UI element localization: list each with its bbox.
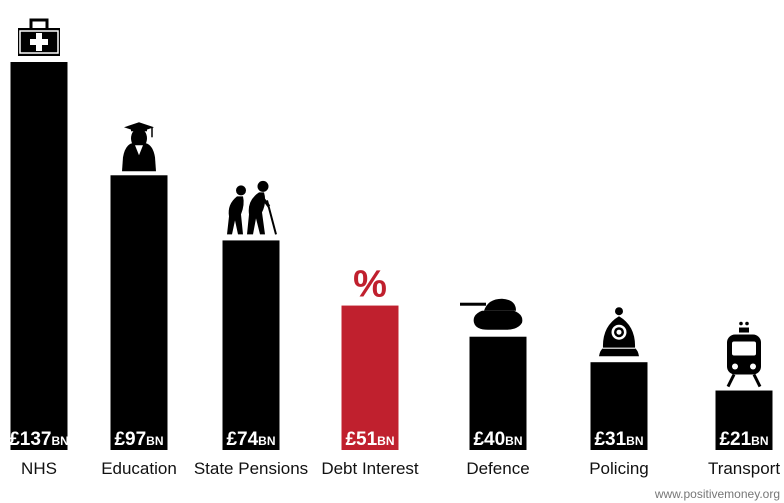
tank-icon <box>460 298 523 330</box>
category-label-education: Education <box>101 459 177 478</box>
category-label-transport: Transport <box>708 459 780 478</box>
svg-text:%: % <box>353 264 387 306</box>
police-helmet-icon <box>599 307 639 357</box>
bar-transport <box>715 390 773 450</box>
icons-layer: % <box>18 18 762 388</box>
category-label-state-pensions: State Pensions <box>194 459 308 478</box>
bar-education <box>110 175 168 450</box>
category-label-nhs: NHS <box>21 459 57 478</box>
value-label-state-pensions: £74BN <box>226 429 275 450</box>
value-label-defence: £40BN <box>473 429 522 450</box>
percent-icon: % <box>353 264 387 306</box>
bar-defence <box>469 336 527 450</box>
bar-policing <box>590 362 648 450</box>
category-label-debt-interest: Debt Interest <box>321 459 419 478</box>
elderly-couple-icon <box>227 180 277 235</box>
medical-bag-icon <box>18 18 60 56</box>
bar-nhs <box>10 62 68 450</box>
labels-layer: £137BN NHS £97BN Education £74BN State Pensio… <box>9 429 780 478</box>
category-label-defence: Defence <box>466 459 529 478</box>
category-label-policing: Policing <box>589 459 649 478</box>
graduate-icon <box>122 122 156 172</box>
value-label-policing: £31BN <box>594 429 643 450</box>
credit-text: www.positivemoney.org <box>654 487 780 501</box>
value-label-education: £97BN <box>114 429 163 450</box>
value-label-nhs: £137BN <box>9 429 69 450</box>
bar-state-pensions <box>222 240 280 450</box>
value-label-transport: £21BN <box>719 429 768 450</box>
train-icon <box>726 321 762 388</box>
bar-debt-interest <box>341 305 399 450</box>
bars-layer <box>10 62 773 450</box>
value-label-debt-interest: £51BN <box>345 429 394 450</box>
